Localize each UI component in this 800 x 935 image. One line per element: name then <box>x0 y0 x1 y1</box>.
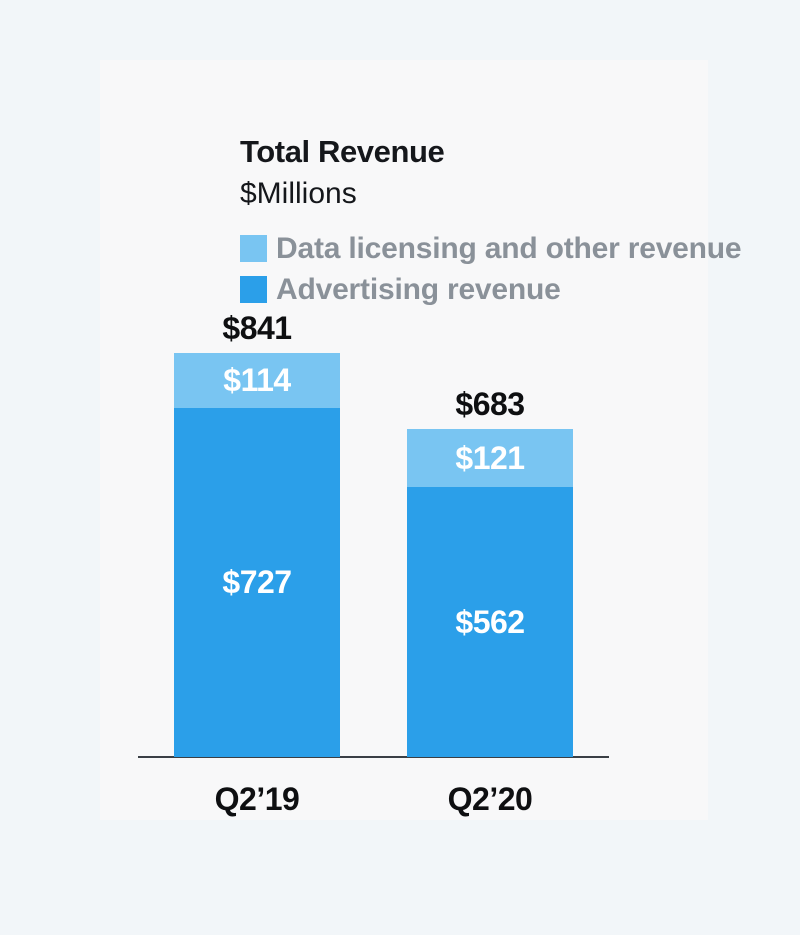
segment-value-label: $121 <box>455 439 525 476</box>
x-axis-label: Q2’19 <box>214 781 300 817</box>
legend-label: Advertising revenue <box>276 273 561 306</box>
legend-label: Data licensing and other revenue <box>276 232 742 265</box>
bar-segment-data-licensing: $121 <box>407 429 573 487</box>
x-axis-label: Q2’20 <box>447 781 533 817</box>
x-axis-line <box>138 756 609 758</box>
bar-segment-advertising: $727 <box>174 408 340 757</box>
segment-value-label: $562 <box>455 603 525 640</box>
chart-subtitle: $Millions <box>240 177 357 210</box>
stacked-bar: $121 $562 <box>407 429 573 757</box>
legend-swatch-advertising-icon <box>240 276 267 303</box>
segment-value-label: $114 <box>223 362 291 398</box>
bar-segment-data-licensing: $114 <box>174 353 340 408</box>
bar-group-q2-20: $683 $121 $562 Q2’20 <box>407 388 573 815</box>
bar-segment-advertising: $562 <box>407 487 573 757</box>
legend-item-data-licensing: Data licensing and other revenue <box>240 232 742 265</box>
bar-group-q2-19: $841 $114 $727 Q2’19 <box>174 312 340 815</box>
legend: Data licensing and other revenue Adverti… <box>240 232 742 317</box>
chart-title: Total Revenue <box>240 134 445 169</box>
bar-total-label: $841 <box>222 310 292 346</box>
legend-swatch-data-licensing-icon <box>240 235 267 262</box>
bar-total-label: $683 <box>455 386 525 422</box>
legend-item-advertising: Advertising revenue <box>240 273 741 306</box>
stacked-bar: $114 $727 <box>174 353 340 757</box>
segment-value-label: $727 <box>222 564 292 600</box>
